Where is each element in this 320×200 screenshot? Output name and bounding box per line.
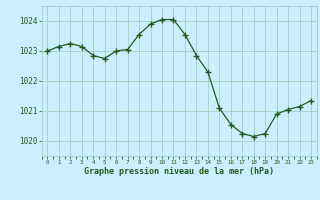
X-axis label: Graphe pression niveau de la mer (hPa): Graphe pression niveau de la mer (hPa) xyxy=(84,167,274,176)
